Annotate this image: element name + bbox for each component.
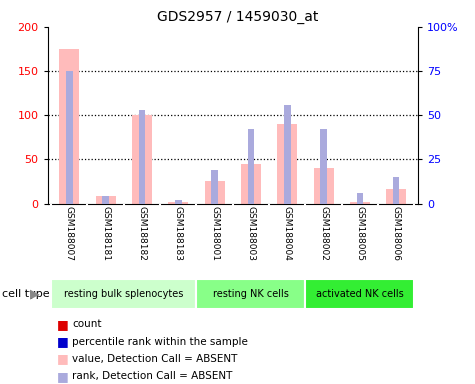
Text: resting NK cells: resting NK cells — [213, 289, 289, 299]
Bar — [284, 104, 291, 204]
Text: GSM188003: GSM188003 — [247, 206, 256, 261]
Bar — [314, 168, 333, 204]
Text: GSM188002: GSM188002 — [319, 206, 328, 261]
Bar — [139, 110, 145, 204]
Bar — [66, 71, 73, 204]
Bar — [393, 177, 399, 204]
Bar — [168, 202, 188, 204]
Text: GSM188004: GSM188004 — [283, 206, 292, 261]
Bar — [305, 279, 414, 308]
Bar — [211, 170, 218, 204]
Text: ■: ■ — [57, 370, 69, 383]
Text: percentile rank within the sample: percentile rank within the sample — [72, 337, 248, 347]
Text: rank, Detection Call = ABSENT: rank, Detection Call = ABSENT — [72, 371, 233, 381]
Text: GSM188005: GSM188005 — [355, 206, 364, 261]
Text: count: count — [72, 319, 102, 329]
Bar — [241, 164, 261, 204]
Text: GSM188006: GSM188006 — [392, 206, 401, 261]
Bar — [357, 193, 363, 204]
Bar — [320, 129, 327, 204]
Bar — [102, 197, 109, 204]
Text: resting bulk splenocytes: resting bulk splenocytes — [64, 289, 183, 299]
Bar — [59, 49, 79, 204]
Text: GSM188001: GSM188001 — [210, 206, 219, 261]
Bar — [132, 115, 152, 204]
Text: value, Detection Call = ABSENT: value, Detection Call = ABSENT — [72, 354, 238, 364]
Bar — [205, 182, 225, 204]
Text: ■: ■ — [57, 353, 69, 366]
Bar — [247, 129, 254, 204]
Bar — [51, 279, 197, 308]
Text: activated NK cells: activated NK cells — [316, 289, 404, 299]
Bar — [386, 189, 406, 204]
Text: ■: ■ — [57, 318, 69, 331]
Text: GSM188183: GSM188183 — [174, 206, 183, 261]
Text: GSM188182: GSM188182 — [137, 206, 146, 261]
Text: ▶: ▶ — [30, 287, 39, 300]
Text: GSM188007: GSM188007 — [65, 206, 74, 261]
Bar — [175, 200, 181, 204]
Text: ■: ■ — [57, 335, 69, 348]
Bar — [95, 197, 115, 204]
Bar — [277, 124, 297, 204]
Text: GDS2957 / 1459030_at: GDS2957 / 1459030_at — [157, 10, 318, 23]
Bar — [197, 279, 305, 308]
Text: GSM188181: GSM188181 — [101, 206, 110, 261]
Bar — [350, 202, 370, 204]
Text: cell type: cell type — [2, 289, 50, 299]
